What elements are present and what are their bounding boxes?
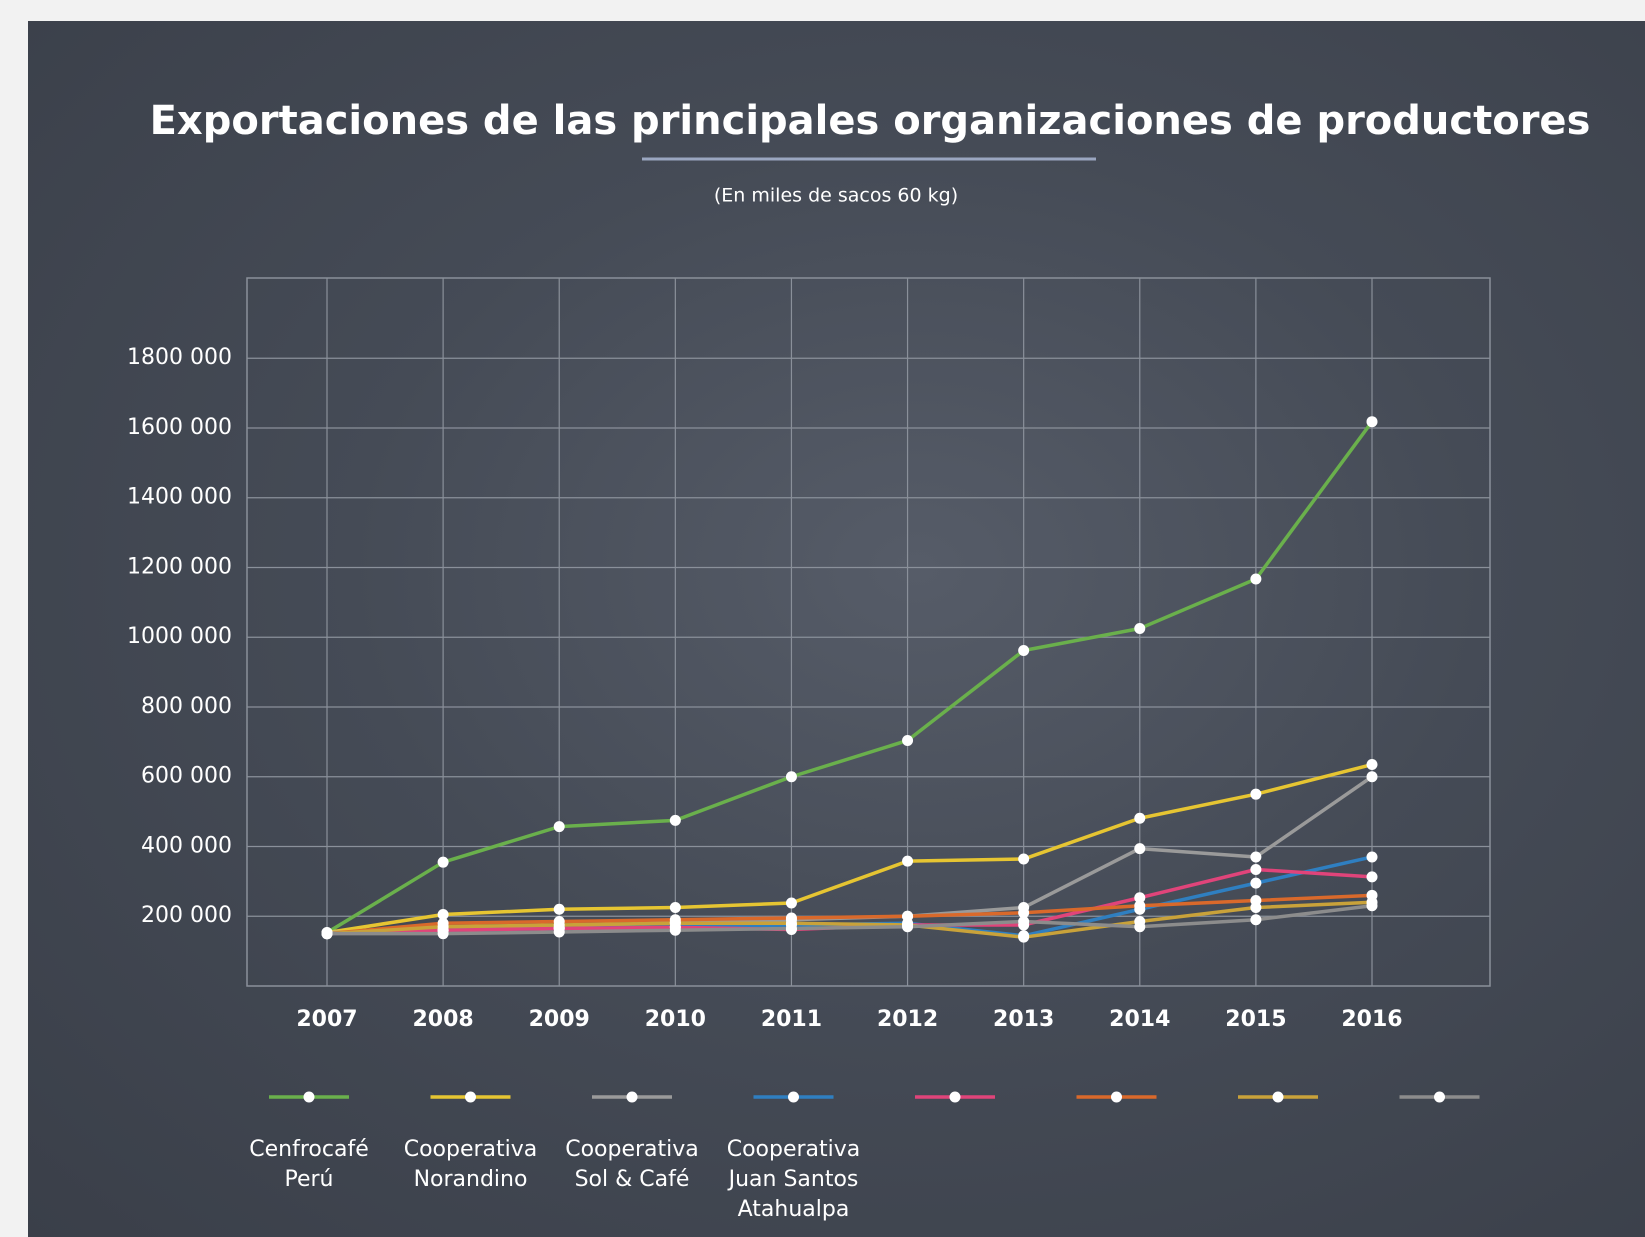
x-tick-label: 2007	[296, 1007, 357, 1032]
y-tick-label: 1400 000	[127, 485, 232, 510]
x-tick-label: 2016	[1341, 1007, 1402, 1032]
data-point	[1366, 416, 1378, 428]
data-point	[1366, 871, 1378, 883]
x-tick-label: 2011	[761, 1007, 822, 1032]
data-point	[1250, 914, 1262, 926]
data-point	[1018, 907, 1030, 919]
data-point	[1018, 915, 1030, 927]
data-point	[1250, 788, 1262, 800]
data-point	[1250, 851, 1262, 863]
chart-title: Exportaciones de las principales organiz…	[150, 98, 1591, 144]
y-tick-label: 1200 000	[127, 554, 232, 579]
series-line	[326, 420, 1374, 935]
data-point	[902, 855, 914, 867]
data-point	[1366, 771, 1378, 783]
data-point	[785, 771, 797, 783]
data-point	[553, 926, 565, 938]
series-line	[326, 762, 1373, 935]
y-tick-label: 600 000	[141, 764, 232, 789]
panel	[28, 21, 1645, 1237]
data-point	[1366, 851, 1378, 863]
data-point	[1250, 877, 1262, 889]
legend-dot	[465, 1091, 476, 1103]
y-tick-label: 1000 000	[127, 624, 232, 649]
data-point	[437, 856, 449, 868]
legend-label: Cooperativa Juan Santos Atahualpa	[726, 1137, 861, 1222]
data-point	[1134, 843, 1146, 855]
y-tick-label: 1800 000	[127, 345, 232, 370]
chart-subtitle: (En miles de sacos 60 kg)	[714, 185, 958, 207]
series-line	[326, 893, 1373, 936]
y-tick-label: 200 000	[141, 903, 232, 928]
data-point	[1366, 900, 1378, 912]
legend-dot	[626, 1091, 638, 1103]
data-point	[1366, 759, 1378, 771]
series-line	[327, 904, 1373, 936]
data-point	[1134, 921, 1146, 933]
legend-dot	[949, 1091, 961, 1103]
data-point	[553, 821, 565, 833]
legend-dot	[788, 1091, 799, 1103]
data-point	[1134, 812, 1146, 824]
data-point	[437, 909, 449, 921]
x-tick-label: 2014	[1109, 1007, 1170, 1032]
series-line	[326, 900, 1373, 939]
x-tick-label: 2012	[877, 1007, 938, 1032]
data-point	[1018, 644, 1030, 656]
data-point	[437, 928, 449, 940]
data-point	[1250, 902, 1262, 914]
data-point	[902, 921, 914, 933]
legend-dot	[1272, 1091, 1284, 1103]
series-line	[326, 775, 1373, 935]
x-tick-label: 2010	[645, 1007, 706, 1032]
legend-label: Cenfrocafé Perú	[249, 1137, 369, 1192]
y-tick-label: 1600 000	[127, 415, 232, 440]
data-point	[1018, 931, 1030, 943]
legend-dot	[1434, 1091, 1445, 1103]
legend-label: Cooperativa Norandino	[403, 1137, 538, 1192]
x-tick-label: 2015	[1225, 1007, 1286, 1032]
data-point	[902, 734, 914, 746]
data-point	[1134, 900, 1146, 912]
x-tick-label: 2009	[529, 1007, 590, 1032]
plot-frame	[246, 277, 1491, 987]
data-point	[1134, 623, 1146, 635]
data-point	[1018, 853, 1030, 865]
data-point	[669, 924, 681, 936]
data-point	[785, 922, 797, 934]
legend-dot	[303, 1091, 315, 1103]
data-point	[1134, 892, 1146, 904]
data-point	[669, 902, 681, 914]
x-tick-label: 2008	[412, 1007, 473, 1032]
y-tick-label: 400 000	[141, 833, 232, 858]
y-tick-label: 800 000	[141, 694, 232, 719]
data-point	[669, 814, 681, 826]
data-point	[1250, 573, 1262, 585]
data-point	[902, 910, 914, 922]
data-point	[785, 897, 797, 909]
legend-label: Cooperativa Sol & Café	[565, 1137, 699, 1192]
data-point	[553, 903, 565, 915]
data-point	[321, 928, 333, 940]
legend-dot	[1111, 1091, 1122, 1103]
data-point	[1250, 864, 1262, 876]
x-tick-label: 2013	[993, 1007, 1054, 1032]
